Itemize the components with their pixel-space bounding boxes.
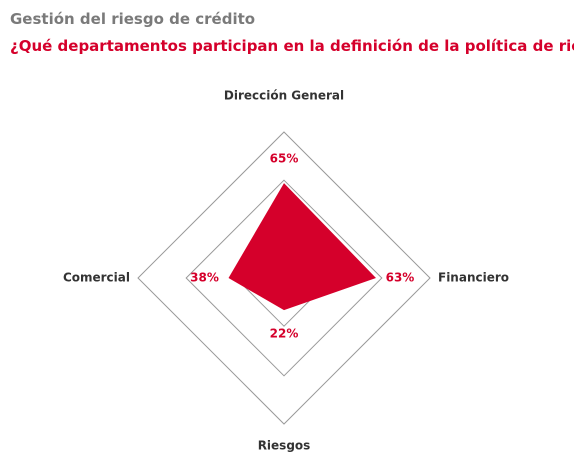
grid-ring (137, 131, 431, 425)
chart-subtitle: ¿Qué departamentos participan en la defi… (10, 37, 574, 55)
category-label: Dirección General (224, 89, 344, 103)
value-label: 65% (270, 152, 299, 166)
grid-ring (185, 179, 383, 377)
chart-title: Gestión del riesgo de crédito (10, 10, 255, 28)
value-label: 22% (270, 327, 299, 341)
value-label: 63% (386, 271, 415, 285)
category-label: Riesgos (258, 439, 311, 452)
category-label: Financiero (438, 271, 509, 285)
category-label: Comercial (63, 271, 130, 285)
value-label: 38% (190, 271, 219, 285)
radar-area (228, 183, 376, 311)
